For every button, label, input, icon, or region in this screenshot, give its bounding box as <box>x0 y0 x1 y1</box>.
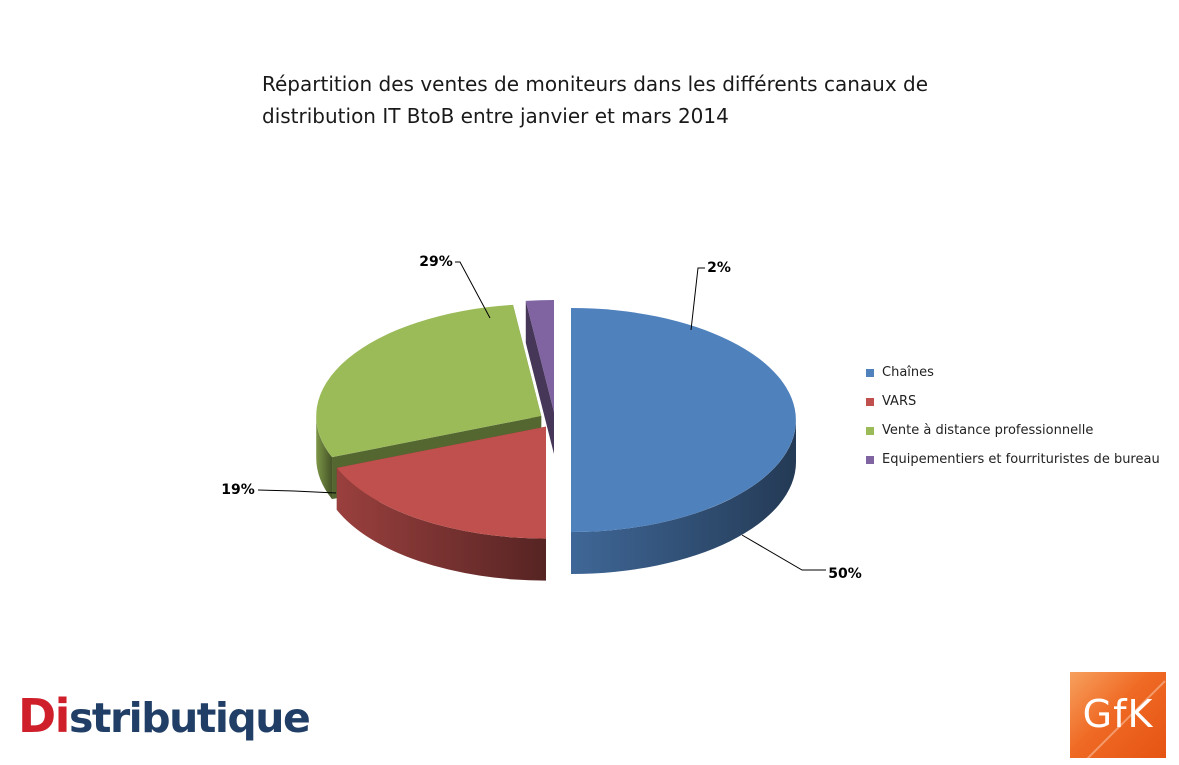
distributique-logo-suffix: stributique <box>68 694 311 742</box>
legend-swatch-vars <box>866 397 874 406</box>
legend-item-vente-distance: Vente à distance professionnelle <box>866 416 1160 445</box>
legend-label-vars: VARS <box>882 394 917 409</box>
data-label-vente-distance: 29% <box>419 254 453 270</box>
leader-line-chaines <box>741 534 826 571</box>
pie-slice-equipementiers <box>525 300 554 413</box>
legend-item-vars: VARS <box>866 387 1160 416</box>
legend-label-chaines: Chaînes <box>882 365 934 380</box>
legend-label-vente-distance: Vente à distance professionnelle <box>882 423 1094 438</box>
pie-slice-vente-distance <box>316 304 542 458</box>
leader-line-vente-distance <box>455 261 491 319</box>
pie-slice-side-chaines <box>571 420 796 574</box>
chart-title: Répartition des ventes de moniteurs dans… <box>262 68 1022 132</box>
legend-swatch-chaines <box>866 368 874 377</box>
pie-slice-wall-equipementiers-0 <box>525 300 554 455</box>
legend-swatch-equipementiers <box>866 455 874 464</box>
leader-line-vars <box>257 489 337 494</box>
data-label-chaines: 50% <box>828 566 862 582</box>
gfk-logo: GfK <box>1070 672 1166 758</box>
data-label-vars: 19% <box>221 482 255 498</box>
pie-data-labels: 50% 19% 29% 2% <box>221 254 862 582</box>
distributique-logo: Di stributique <box>18 689 311 743</box>
chart-title-line-1: Répartition des ventes de moniteurs dans… <box>262 72 929 96</box>
legend-label-equipementiers: Equipementiers et fourrituristes de bure… <box>882 452 1160 467</box>
chart-legend: Chaînes VARS Vente à distance profession… <box>866 358 1160 474</box>
legend-item-equipementiers: Equipementiers et fourrituristes de bure… <box>866 445 1160 474</box>
pie-slice-side-vars <box>336 467 547 581</box>
gfk-logo-text: GfK <box>1082 692 1154 736</box>
pie-slice-side-vente-distance <box>316 415 333 500</box>
pie-slice-chaines <box>571 308 796 532</box>
chart-title-line-2: distribution IT BtoB entre janvier et ma… <box>262 104 729 128</box>
leader-line-equipementiers <box>690 267 705 331</box>
pie-slice-vars <box>336 426 547 539</box>
legend-item-chaines: Chaînes <box>866 358 1160 387</box>
legend-swatch-vente-distance <box>866 426 874 435</box>
pie-tops <box>316 300 796 539</box>
data-label-equipementiers: 2% <box>707 260 731 276</box>
distributique-logo-prefix: Di <box>18 689 70 743</box>
